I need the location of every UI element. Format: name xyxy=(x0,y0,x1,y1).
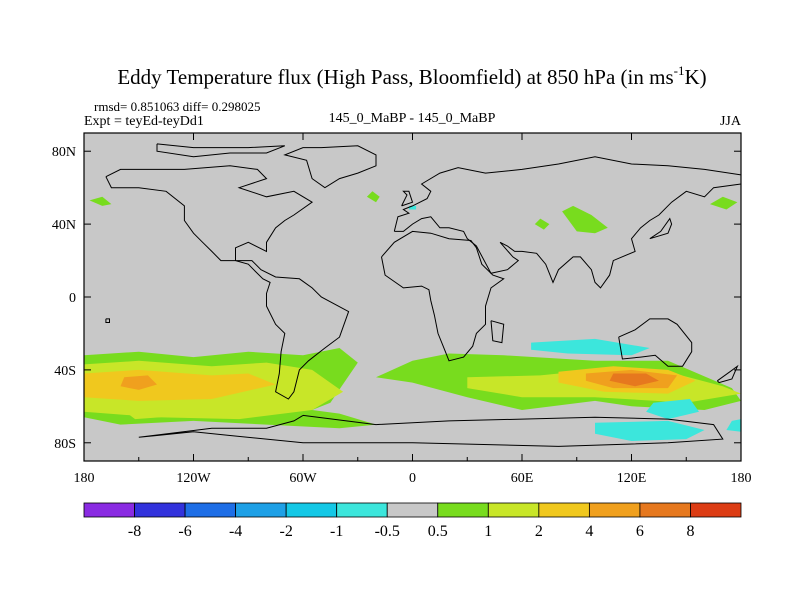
x-tick-label-6: 180 xyxy=(731,471,752,486)
y-tick-label-2: 0 xyxy=(69,291,76,306)
contour-region-3 xyxy=(366,191,380,203)
contour-region-5 xyxy=(534,218,550,230)
x-axis: 180 120W 60W 0 60E 120E 180 xyxy=(74,133,752,486)
colorbar-label-5: -0.5 xyxy=(375,523,400,540)
contour-region-11 xyxy=(120,375,157,390)
contour-region-16 xyxy=(595,420,705,441)
colorbar-swatch-11 xyxy=(639,502,691,518)
colorbar: -8 -6 -4 -2 -1 -0.5 0.5 1 2 4 6 8 xyxy=(83,502,742,540)
coastline-3 xyxy=(618,318,693,367)
colorbar-label-10: 6 xyxy=(636,523,644,540)
x-tick-label-2: 60W xyxy=(289,471,317,486)
colorbar-swatch-6 xyxy=(386,502,439,518)
contour-region-19 xyxy=(127,411,161,420)
contour-region-15 xyxy=(646,399,699,420)
colorbar-label-6: 0.5 xyxy=(428,523,448,540)
coastline-10 xyxy=(156,143,285,158)
y-axis: 80N 40N 0 40S 80S xyxy=(52,145,741,452)
coastline-11 xyxy=(105,318,110,323)
coastline-0 xyxy=(105,165,350,400)
chart-title-superscript: -1 xyxy=(674,63,685,78)
x-tick-label-0: 180 xyxy=(74,471,95,486)
colorbar-swatch-8 xyxy=(487,502,540,518)
coastline-1 xyxy=(393,156,741,289)
colorbar-label-2: -4 xyxy=(229,523,242,540)
colorbar-swatch-9 xyxy=(538,502,590,518)
contour-region-13 xyxy=(609,373,659,387)
colorbar-swatch-4 xyxy=(285,502,338,518)
colorbar-swatch-10 xyxy=(588,502,641,518)
colorbar-label-0: -8 xyxy=(128,523,141,540)
contour-region-4 xyxy=(562,205,608,234)
chart-title-main: Eddy Temperature flux (High Pass, Bloomf… xyxy=(117,65,673,89)
colorbar-swatch-1 xyxy=(134,502,186,518)
colorbar-label-3: -2 xyxy=(279,523,292,540)
season-label: JJA xyxy=(720,114,742,129)
colorbar-swatch-3 xyxy=(235,502,287,518)
contour-region-6 xyxy=(710,196,738,210)
colorbar-label-11: 8 xyxy=(686,523,694,540)
coastline-4 xyxy=(138,414,724,447)
stats-line: rmsd= 0.851063 diff= 0.298025 xyxy=(94,99,260,114)
y-tick-label-1: 40N xyxy=(52,218,76,233)
colorbar-swatch-7 xyxy=(437,502,489,518)
colorbar-swatch-2 xyxy=(184,502,237,518)
x-tick-label-3: 0 xyxy=(409,471,416,486)
y-tick-label-4: 80S xyxy=(54,437,76,452)
colorbar-swatch-5 xyxy=(336,502,388,518)
coastline-8 xyxy=(716,364,739,384)
coastline-5 xyxy=(283,145,377,189)
colorbar-label-9: 4 xyxy=(585,523,593,540)
coastline-layer xyxy=(105,143,741,447)
y-tick-label-3: 40S xyxy=(54,364,76,379)
colorbar-label-4: -1 xyxy=(330,523,343,540)
subtitle-center: 145_0_MaBP - 145_0_MaBP xyxy=(329,111,496,126)
contour-region-14 xyxy=(531,338,650,356)
x-tick-label-5: 120E xyxy=(617,471,647,486)
coastline-9 xyxy=(649,217,673,240)
colorbar-label-7: 1 xyxy=(484,523,492,540)
chart-title-tail: K) xyxy=(684,65,706,89)
experiment-label: Expt = teyEd-teyDd1 xyxy=(84,114,204,129)
contour-region-17 xyxy=(726,419,741,432)
chart-title: Eddy Temperature flux (High Pass, Bloomf… xyxy=(117,63,706,89)
contour-region-2 xyxy=(89,196,112,206)
coastline-2 xyxy=(381,230,505,362)
coastline-7 xyxy=(490,320,505,344)
colorbar-label-1: -6 xyxy=(178,523,191,540)
x-tick-label-4: 60E xyxy=(511,471,534,486)
colorbar-label-8: 2 xyxy=(535,523,543,540)
coastline-6 xyxy=(401,190,414,207)
colorbar-swatch-0 xyxy=(83,502,135,518)
colorbar-swatch-12 xyxy=(690,502,742,518)
x-tick-label-1: 120W xyxy=(176,471,211,486)
y-tick-label-0: 80N xyxy=(52,145,76,160)
contour-fill-layer xyxy=(84,191,741,441)
